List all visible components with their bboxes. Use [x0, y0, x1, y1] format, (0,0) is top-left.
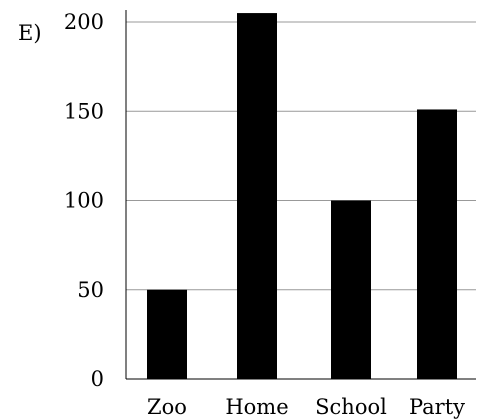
y-tick-label-200: 200	[64, 10, 104, 34]
x-category-label-party: Party	[409, 395, 465, 419]
y-tick-labels: 0 50 100 150 200	[64, 10, 104, 391]
x-category-labels: Zoo Home School Party	[147, 395, 465, 419]
y-tick-label-150: 150	[64, 99, 104, 123]
y-tick-label-0: 0	[91, 367, 104, 391]
bar-zoo	[147, 289, 187, 379]
axes	[125, 10, 476, 380]
bar-school	[331, 200, 371, 379]
panel-label: E)	[18, 21, 42, 45]
bars	[147, 13, 457, 379]
y-tick-label-100: 100	[64, 189, 104, 213]
x-category-label-zoo: Zoo	[147, 395, 187, 419]
bar-home	[237, 13, 277, 379]
x-category-label-home: Home	[225, 395, 288, 419]
y-tick-label-50: 50	[77, 278, 104, 302]
bar-party	[417, 109, 457, 379]
x-category-label-school: School	[315, 395, 387, 419]
